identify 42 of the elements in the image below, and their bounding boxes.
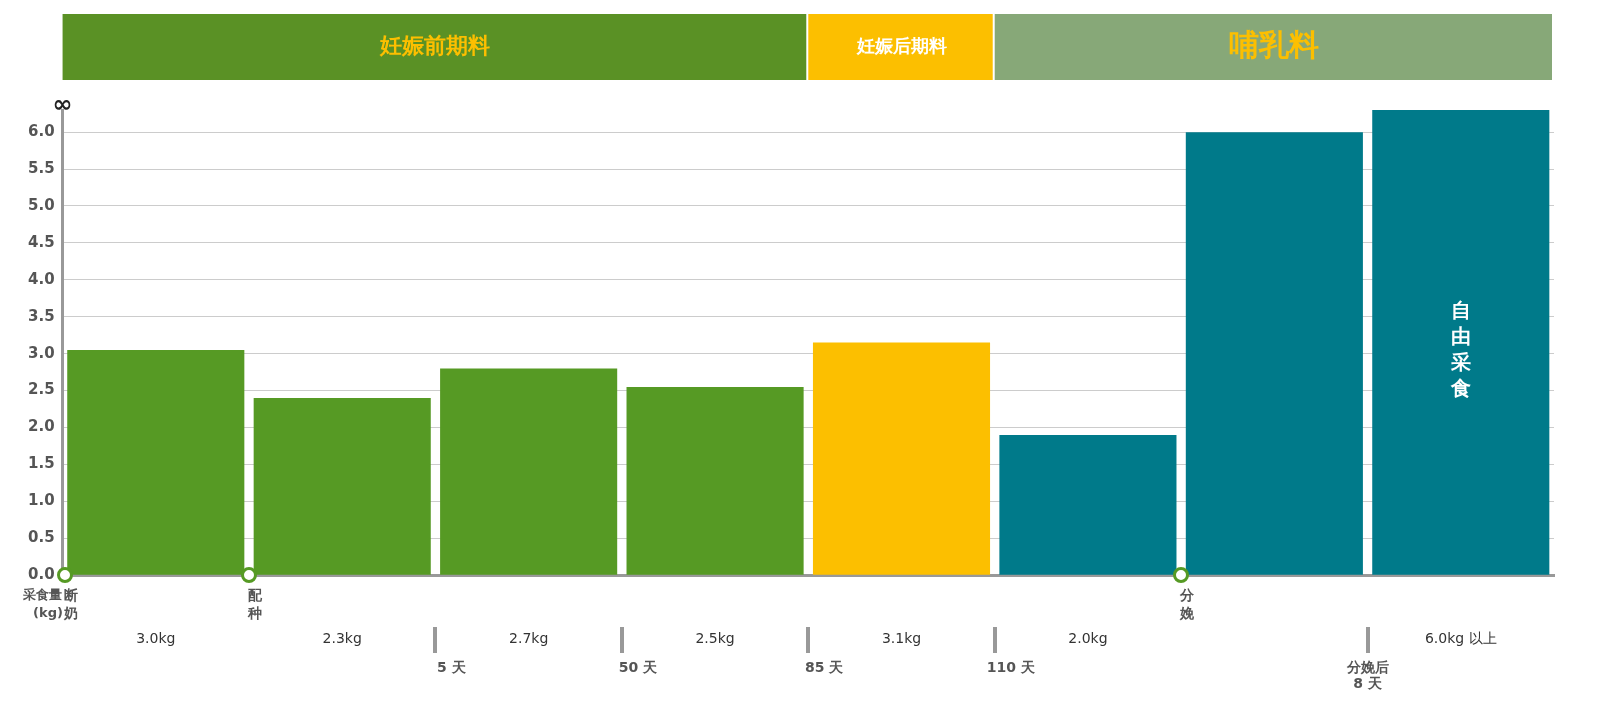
text: 断奶 [62,586,78,621]
bar [626,386,804,575]
x-tick-label: 2.0kg [1068,630,1108,647]
annotation: 自由采食 [1449,298,1471,401]
y-tick-label: 1.0 [27,491,55,510]
text: 分娩后 8 天 [1345,658,1389,691]
bar [1185,132,1363,575]
y-axis-title: 采食量 (kg) [21,587,63,621]
text: 妊娠前期料 [379,32,491,58]
annotation: ∞ [52,90,73,119]
bar [812,342,991,575]
y-tick-label: 4.0 [27,269,55,288]
y-tick-label: 2.5 [27,380,55,399]
text: 哺乳料 [1229,26,1320,62]
y-tick-label: 5.5 [27,158,55,177]
y-tick-label: 2.0 [27,417,55,436]
y-tick-label: 0.0 [27,565,55,584]
x-tick-label: 6.0kg 以上 [1424,630,1497,647]
bar [999,434,1177,575]
text: 85 天 [805,658,845,675]
x-tick-label: 2.3kg [322,630,362,647]
text: 分娩 [1179,586,1196,621]
x-tick-label: 2.5kg [695,630,735,647]
y-tick-label: 3.0 [27,343,55,362]
text: 5 天 [437,658,467,675]
text: 110 天 [986,658,1036,675]
y-tick-label: 6.0 [27,122,55,141]
y-tick-label: 5.0 [27,195,55,214]
x-tick-label: 2.7kg [509,630,549,647]
y-tick-label: 4.5 [27,232,55,251]
text: 妊娠后期料 [855,34,947,56]
bar [253,397,431,575]
y-tick-label: 0.5 [27,528,55,547]
x-tick-label: 3.0kg [136,630,176,647]
bar [440,368,618,575]
text: 配种 [247,586,263,621]
text: 50 天 [618,658,659,675]
y-tick-label: 3.5 [27,306,55,325]
x-tick-label: 3.1kg [881,630,922,647]
bar [1372,110,1550,575]
y-tick-label: 1.5 [27,454,55,473]
bar [67,349,245,575]
